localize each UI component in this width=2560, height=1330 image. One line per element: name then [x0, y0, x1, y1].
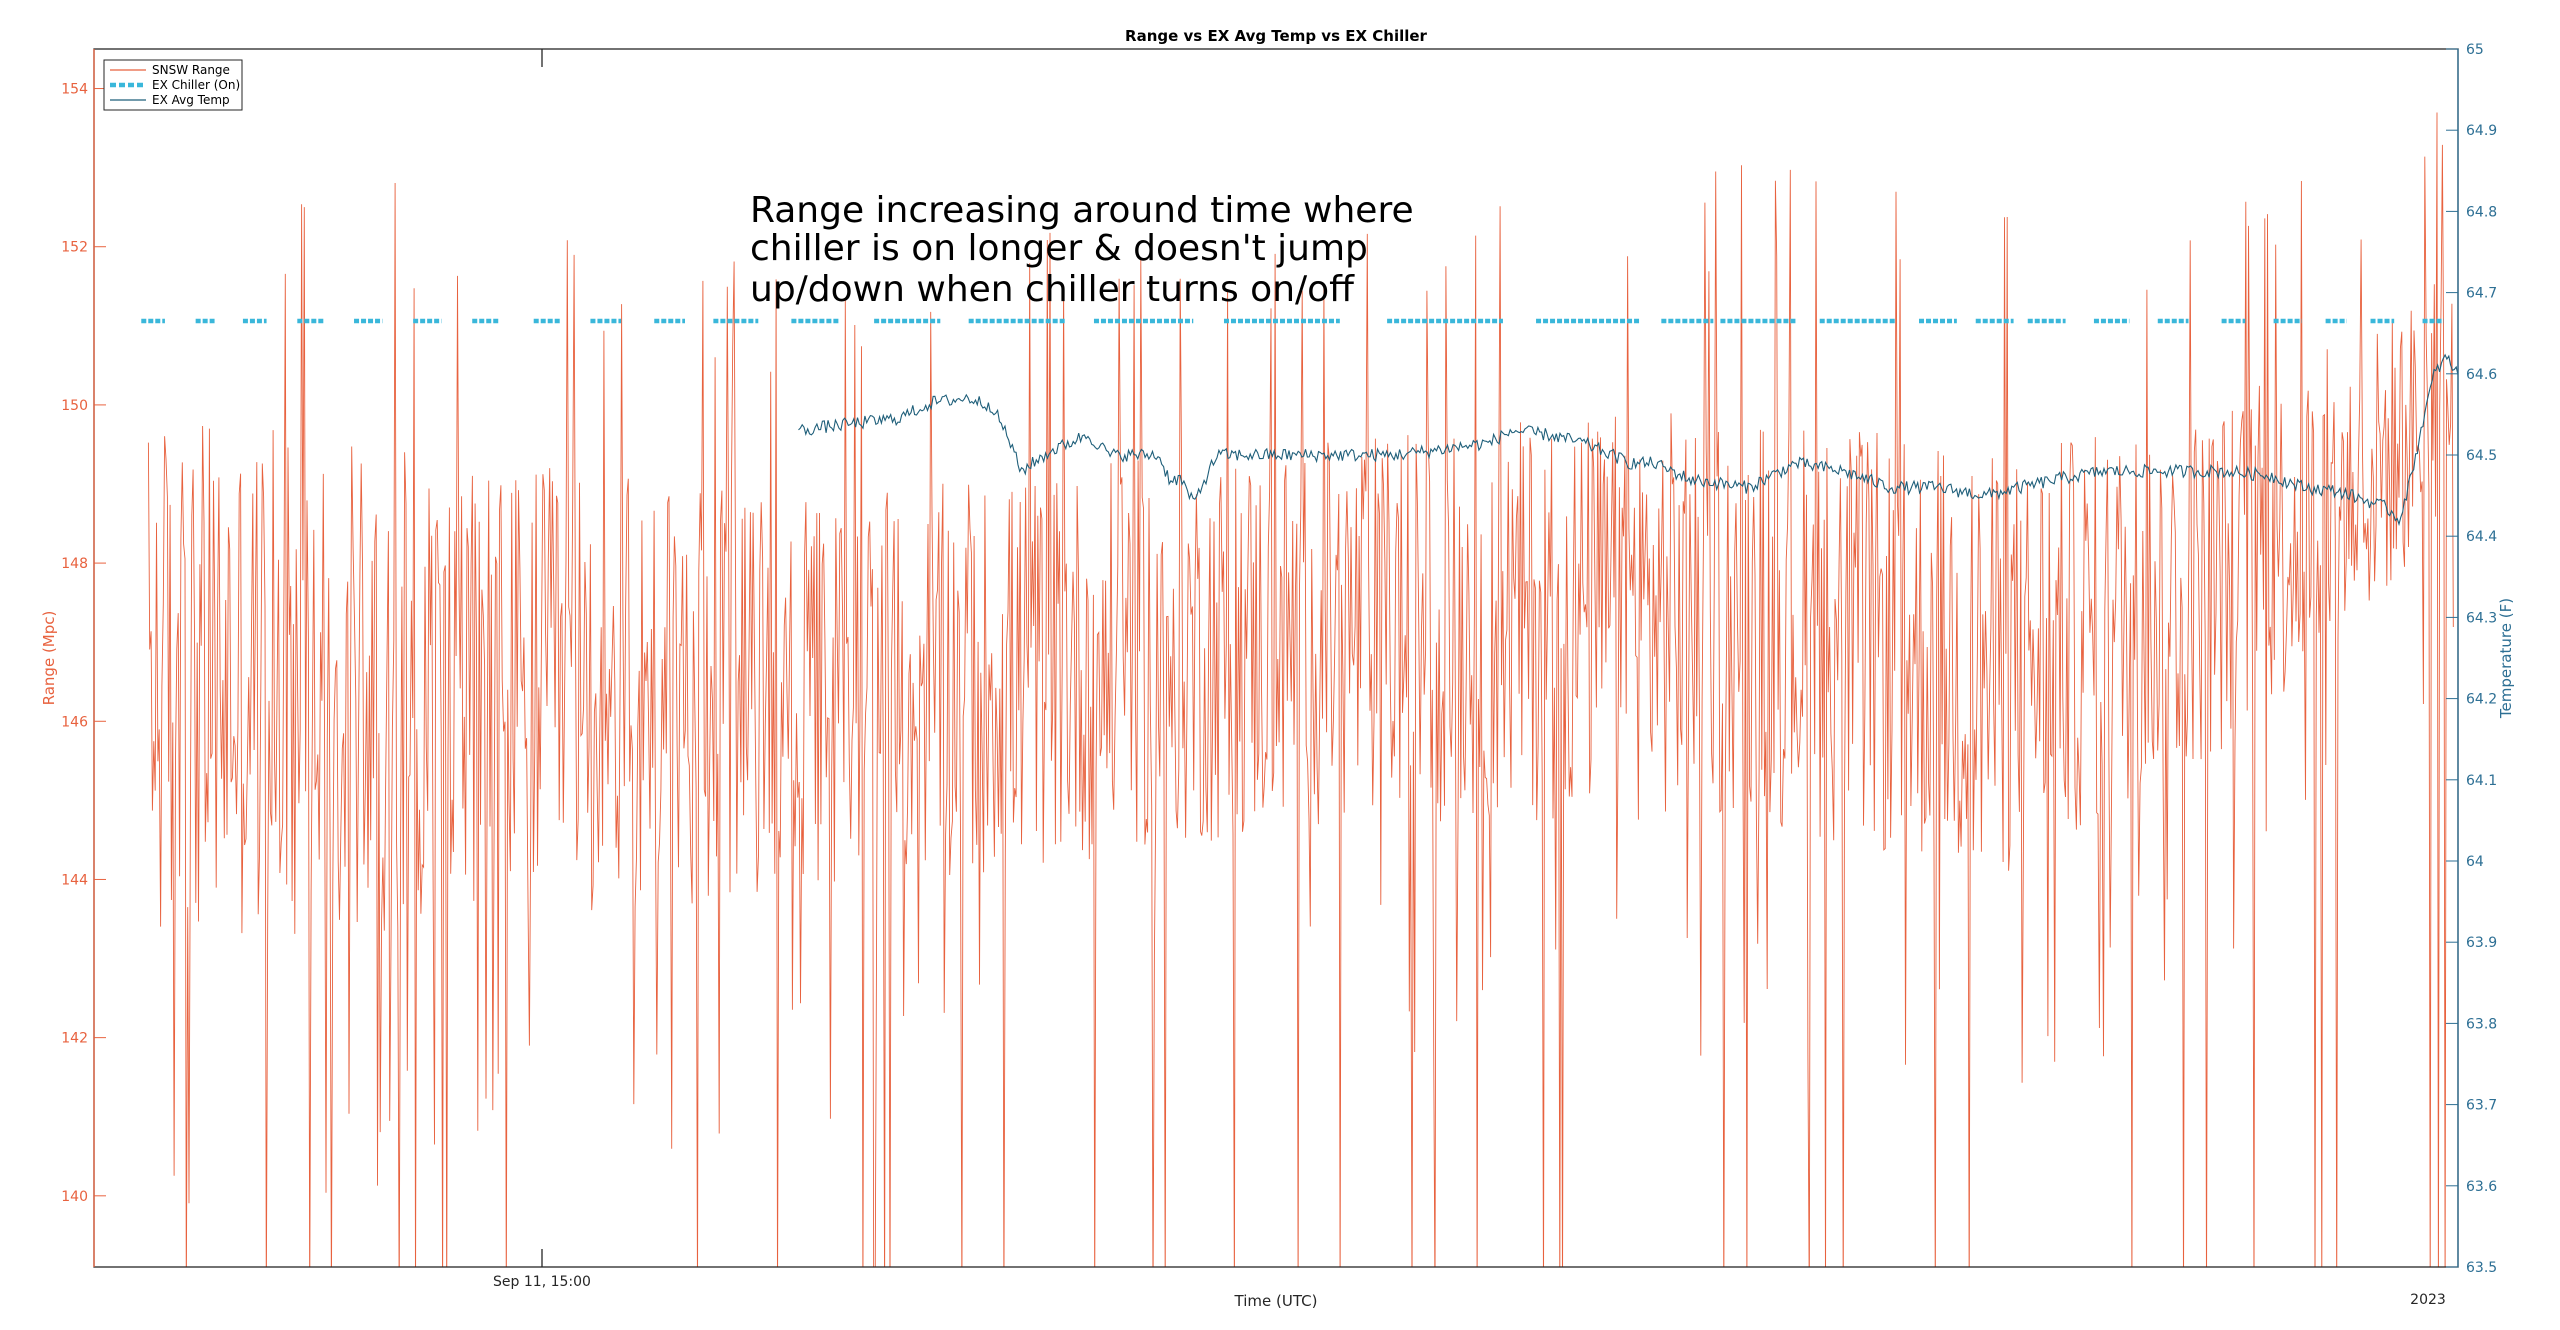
y-axis-right-label: Temperature (F)	[2497, 598, 2515, 719]
y-axis-left-label: Range (Mpc)	[40, 611, 58, 706]
x-axis: Sep 11, 15:00 2023	[493, 49, 2446, 1308]
right-tick-label-2: 63.7	[2466, 1098, 2497, 1114]
right-tick-label-10: 64.5	[2466, 448, 2497, 464]
right-tick-label-8: 64.3	[2466, 610, 2497, 626]
x-axis-label: Time (UTC)	[1234, 1292, 1318, 1310]
annotation-line-3: up/down when chiller turns on/off	[750, 269, 1355, 310]
right-tick-label-4: 63.9	[2466, 935, 2497, 951]
snsw-range-line	[147, 112, 2454, 1267]
x-corner-label: 2023	[2410, 1292, 2446, 1308]
left-y-axis: 140 142 144 146 148 150 152 154	[61, 49, 106, 1267]
chart-title: Range vs EX Avg Temp vs EX Chiller	[1125, 27, 1428, 45]
right-tick-label-9: 64.4	[2466, 529, 2497, 545]
legend-box	[103, 59, 243, 111]
series-ex-avg-temp	[798, 353, 2459, 527]
legend: SNSW Range EX Chiller (On) EX Avg Temp	[103, 59, 243, 111]
right-tick-label-3: 63.8	[2466, 1016, 2497, 1032]
right-tick-label-5: 64	[2466, 854, 2484, 870]
legend-label-ex-avg-temp: EX Avg Temp	[152, 93, 230, 107]
left-tick-label-4: 148	[61, 556, 88, 572]
left-tick-label-5: 150	[61, 398, 88, 414]
left-tick-label-1: 142	[61, 1031, 88, 1047]
series-snsw-range	[147, 112, 2454, 1267]
left-tick-label-6: 152	[61, 240, 88, 256]
ex-avg-temp-line	[798, 353, 2459, 527]
left-tick-label-2: 144	[61, 872, 88, 888]
right-tick-label-6: 64.1	[2466, 773, 2497, 789]
left-tick-label-0: 140	[61, 1189, 88, 1205]
right-y-axis: 63.5 63.6 63.7 63.8 63.9 64 64.1 64.2 64.3 64.4 64…	[2446, 42, 2497, 1276]
right-tick-label-13: 64.8	[2466, 204, 2497, 220]
right-tick-label-15: 65	[2466, 42, 2484, 58]
annotation-line-2: chiller is on longer & doesn't jump	[750, 228, 1368, 269]
right-tick-label-1: 63.6	[2466, 1179, 2497, 1195]
right-tick-label-14: 64.9	[2466, 123, 2497, 139]
right-tick-label-11: 64.6	[2466, 367, 2497, 383]
annotation: Range increasing around time where chill…	[750, 190, 1414, 310]
legend-label-ex-chiller: EX Chiller (On)	[152, 78, 240, 92]
left-tick-label-7: 154	[61, 82, 88, 98]
right-tick-label-12: 64.7	[2466, 286, 2497, 302]
x-tick-label-0: Sep 11, 15:00	[493, 1274, 591, 1290]
legend-label-snsw-range: SNSW Range	[152, 63, 230, 77]
annotation-line-1: Range increasing around time where	[750, 190, 1414, 231]
right-tick-label-0: 63.5	[2466, 1260, 2497, 1276]
left-tick-label-3: 146	[61, 714, 88, 730]
right-tick-label-7: 64.2	[2466, 692, 2497, 708]
